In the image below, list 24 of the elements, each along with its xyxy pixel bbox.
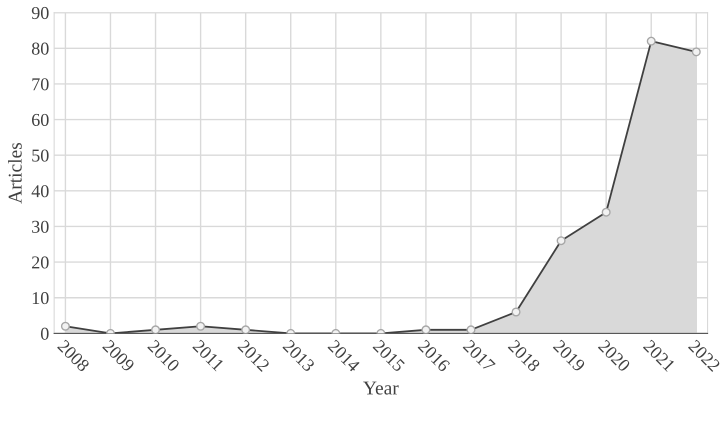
x-tick-label: 2017: [462, 339, 496, 372]
y-tick-label: 0: [40, 328, 49, 340]
y-tick-label: 90: [32, 6, 49, 20]
point: [646, 36, 656, 46]
y-tick-label: 60: [32, 114, 49, 126]
point: [196, 322, 206, 331]
point: [151, 325, 160, 334]
point: [241, 325, 250, 334]
y-tick-label: 40: [32, 185, 49, 198]
point: [602, 208, 611, 217]
point: [512, 307, 521, 317]
point: [692, 47, 701, 56]
point: [466, 325, 476, 334]
y-tick-label: 70: [32, 78, 49, 90]
y-tick-label: 80: [32, 42, 49, 55]
point: [556, 236, 566, 246]
y-tick-label: 20: [32, 256, 49, 269]
point: [60, 322, 70, 331]
y-tick-label: 50: [32, 149, 49, 162]
y-axis-title: Articles: [8, 142, 22, 204]
x-axis-title: Year: [363, 382, 399, 395]
y-tick-label: 30: [32, 220, 49, 233]
y-tick-label: 10: [32, 292, 49, 304]
point: [421, 325, 430, 334]
